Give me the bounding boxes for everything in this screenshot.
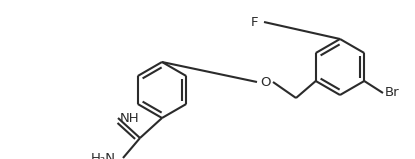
Text: Br: Br xyxy=(385,86,400,100)
Text: O: O xyxy=(260,76,270,89)
Text: H₂N: H₂N xyxy=(91,152,116,159)
Text: NH: NH xyxy=(120,111,139,124)
Text: F: F xyxy=(251,15,258,28)
